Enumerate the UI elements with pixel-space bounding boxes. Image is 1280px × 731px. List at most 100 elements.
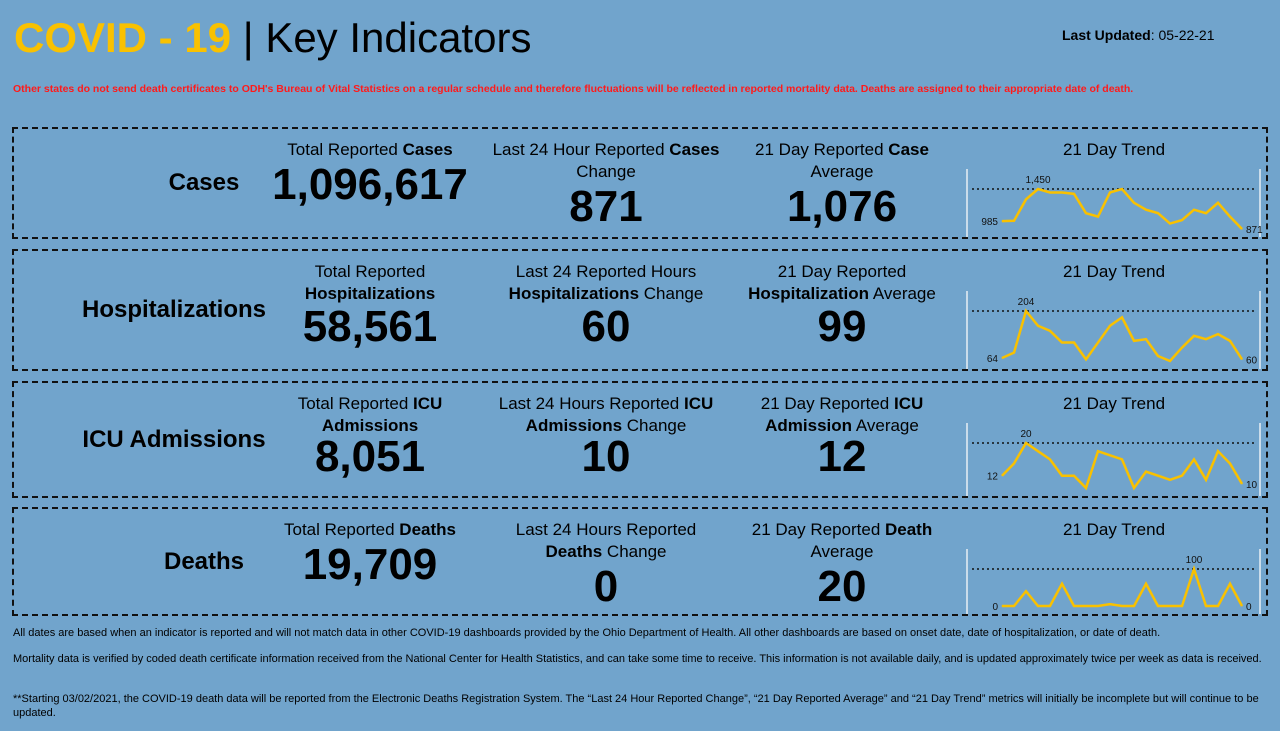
trend-point (1085, 605, 1087, 607)
21-day-average: 21 Day Reported Hospitalization Average 9… (748, 262, 936, 351)
trend-point (1085, 487, 1087, 489)
indicator-row-deaths: Deaths Total Reported Deaths 19,709 Last … (12, 507, 1268, 616)
trend-point (1241, 605, 1243, 607)
trend-point (1001, 220, 1003, 222)
trend-point (1061, 475, 1063, 477)
footer-note-1: All dates are based when an indicator is… (13, 627, 1161, 639)
trend-point (1037, 325, 1039, 327)
trend-point (1193, 209, 1195, 211)
trend-point (1025, 442, 1027, 444)
trend-point (1133, 605, 1135, 607)
trend-start-label: 0 (992, 602, 998, 613)
21-day-average: 21 Day Reported ICU Admission Average 12 (760, 394, 924, 481)
trend-end-label: 10 (1246, 480, 1258, 491)
trend-svg: 0 100 0 (966, 549, 1261, 614)
trend-point (1205, 212, 1207, 214)
trend-start-label: 12 (987, 472, 999, 483)
trend-chart: 21 Day Trend 64 204 60 (964, 261, 1264, 369)
trend-point (1073, 342, 1075, 344)
last-24h-change: Last 24 Hours Reported Deaths Change 0 (515, 520, 697, 611)
mortality-notice: Other states do not send death certifica… (13, 83, 1134, 95)
trend-point (1217, 605, 1219, 607)
trend-point (1169, 223, 1171, 225)
trend-point (1229, 216, 1231, 218)
trend-point (1145, 583, 1147, 585)
trend-max-label: 204 (1018, 297, 1035, 308)
footer-note-2: Mortality data is verified by coded deat… (13, 653, 1262, 665)
trend-point (1181, 347, 1183, 349)
page-title: COVID - 19 | Key Indicators (14, 14, 532, 61)
trend-point (1061, 583, 1063, 585)
row-label: Deaths (163, 548, 245, 575)
trend-max-label: 100 (1186, 555, 1203, 566)
trend-point (1061, 191, 1063, 193)
21-day-average: 21 Day Reported Case Average 1,076 (755, 140, 929, 231)
trend-point (1121, 316, 1123, 318)
trend-point (1073, 193, 1075, 195)
trend-point (1049, 605, 1051, 607)
trend-point (1157, 212, 1159, 214)
trend-point (1049, 458, 1051, 460)
trend-end-label: 60 (1246, 355, 1258, 366)
last-24h-change: Last 24 Reported Hours Hospitalizations … (508, 262, 704, 351)
trend-point (1025, 198, 1027, 200)
trend-point (1061, 342, 1063, 344)
trend-point (1109, 454, 1111, 456)
trend-point (1013, 462, 1015, 464)
trend-start-label: 64 (987, 354, 999, 365)
trend-max-label: 1,450 (1025, 175, 1050, 186)
trend-line (1002, 564, 1244, 608)
trend-svg: 12 20 10 (966, 423, 1261, 496)
row-label: ICU Admissions (82, 426, 266, 453)
trend-chart: 21 Day Trend 12 20 10 (964, 393, 1264, 496)
total-reported: Total Reported Hospitalizations 58,561 (302, 262, 438, 351)
total-reported: Total Reported Cases 1,096,617 (272, 140, 468, 209)
footer-note-3: **Starting 03/02/2021, the COVID-19 deat… (13, 693, 1259, 719)
trend-end-label: 871 (1246, 225, 1263, 236)
trend-point (1193, 568, 1195, 570)
trend-point (1169, 360, 1171, 362)
trend-point (1085, 212, 1087, 214)
indicator-row-hospitalizations: Hospitalizations Total Reported Hospital… (12, 249, 1268, 371)
trend-point (1097, 605, 1099, 607)
trend-line (1001, 308, 1244, 363)
trend-point (1037, 605, 1039, 607)
trend-point (1241, 358, 1243, 360)
last-updated: Last Updated: 05-22-21 (1062, 27, 1215, 43)
trend-point (1109, 325, 1111, 327)
trend-start-label: 985 (981, 217, 998, 228)
trend-point (1145, 209, 1147, 211)
row-label: Hospitalizations (81, 296, 267, 323)
trend-point (1229, 462, 1231, 464)
trend-line (1001, 441, 1244, 491)
trend-point (1169, 479, 1171, 481)
trend-point (1037, 450, 1039, 452)
trend-point (1193, 458, 1195, 460)
last-24h-change: Last 24 Hour Reported Cases Change 871 (492, 140, 720, 231)
trend-point (1037, 188, 1039, 190)
trend-point (1241, 483, 1243, 485)
trend-point (1133, 340, 1135, 342)
trend-chart: 21 Day Trend 0 100 0 (964, 519, 1264, 614)
trend-point (1157, 355, 1159, 357)
trend-point (1229, 583, 1231, 585)
trend-point (1217, 333, 1219, 335)
indicator-row-cases: Cases Total Reported Cases 1,096,617 Last… (12, 127, 1268, 239)
trend-max-label: 20 (1020, 429, 1032, 440)
trend-point (1217, 450, 1219, 452)
trend-point (1085, 358, 1087, 360)
trend-point (1121, 605, 1123, 607)
trend-point (1157, 605, 1159, 607)
row-label: Cases (168, 169, 240, 196)
trend-point (1205, 479, 1207, 481)
trend-point (1049, 191, 1051, 193)
trend-point (1109, 191, 1111, 193)
trend-point (1013, 605, 1015, 607)
trend-point (1157, 475, 1159, 477)
total-reported: Total Reported ICU Admissions 8,051 (297, 394, 443, 481)
last-24h-change: Last 24 Hours Reported ICU Admissions Ch… (498, 394, 714, 481)
trend-line (1001, 187, 1243, 230)
trend-point (1169, 605, 1171, 607)
trend-point (1145, 471, 1147, 473)
trend-point (1133, 487, 1135, 489)
